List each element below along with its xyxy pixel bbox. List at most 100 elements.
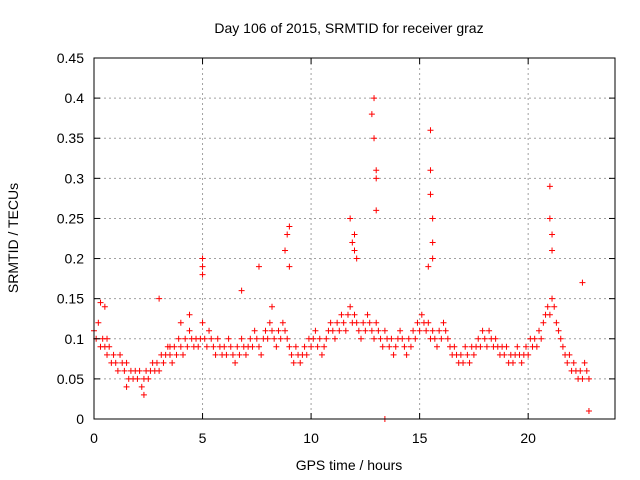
x-tick-label: 0 — [90, 430, 98, 446]
x-tick-label: 5 — [199, 430, 207, 446]
data-point — [546, 215, 553, 222]
data-point — [223, 351, 230, 358]
data-point — [379, 343, 386, 350]
data-point — [407, 343, 414, 350]
data-point — [464, 351, 471, 358]
data-point — [301, 343, 308, 350]
data-point — [581, 359, 588, 366]
data-point — [282, 327, 289, 334]
data-point — [553, 319, 560, 326]
data-point — [269, 303, 276, 310]
data-point — [371, 335, 378, 342]
data-point — [208, 335, 215, 342]
data-point — [247, 335, 254, 342]
data-point — [156, 295, 163, 302]
data-point — [249, 343, 256, 350]
data-point — [123, 359, 130, 366]
data-point — [186, 311, 193, 318]
data-point — [549, 231, 556, 238]
data-point — [277, 335, 284, 342]
x-tick-label: 10 — [303, 430, 319, 446]
data-point — [236, 351, 243, 358]
data-point — [522, 343, 529, 350]
data-point — [525, 351, 532, 358]
data-point — [199, 319, 206, 326]
data-point — [269, 327, 276, 334]
data-point — [201, 335, 208, 342]
data-point — [425, 319, 432, 326]
data-point — [557, 335, 564, 342]
data-point — [418, 311, 425, 318]
data-point — [255, 343, 262, 350]
data-point — [104, 351, 111, 358]
data-point — [460, 359, 467, 366]
data-point — [321, 343, 328, 350]
data-point — [225, 335, 232, 342]
data-point — [347, 215, 354, 222]
data-point — [251, 327, 258, 334]
data-point — [314, 343, 321, 350]
data-point — [334, 319, 341, 326]
data-point — [425, 263, 432, 270]
data-point — [351, 311, 358, 318]
data-point — [579, 279, 586, 286]
data-point — [375, 327, 382, 334]
data-point — [279, 319, 286, 326]
y-tick-label: 0 — [76, 411, 84, 427]
data-point — [290, 359, 297, 366]
data-point — [368, 327, 375, 334]
data-point — [405, 335, 412, 342]
data-point — [579, 375, 586, 382]
data-point — [403, 351, 410, 358]
data-point — [444, 335, 451, 342]
x-tick-label: 20 — [520, 430, 536, 446]
data-point — [549, 295, 556, 302]
y-tick-label: 0.15 — [57, 291, 84, 307]
chart-title: Day 106 of 2015, SRMTID for receiver gra… — [214, 20, 483, 36]
data-point — [514, 343, 521, 350]
data-point — [470, 351, 477, 358]
data-point — [110, 351, 117, 358]
data-point — [546, 311, 553, 318]
data-point — [427, 191, 434, 198]
data-point — [427, 127, 434, 134]
data-point — [106, 343, 113, 350]
data-point — [416, 327, 423, 334]
data-point — [466, 359, 473, 366]
data-point — [577, 367, 584, 374]
data-point — [253, 335, 260, 342]
data-point — [362, 327, 369, 334]
data-point — [531, 335, 538, 342]
data-point — [566, 351, 573, 358]
data-point — [377, 335, 384, 342]
data-point — [427, 167, 434, 174]
data-point — [136, 367, 143, 374]
data-point — [349, 239, 356, 246]
data-point — [286, 223, 293, 230]
data-point — [503, 343, 510, 350]
data-point — [585, 407, 592, 414]
data-point — [271, 335, 278, 342]
data-point — [414, 319, 421, 326]
data-point — [544, 303, 551, 310]
y-tick-label: 0.25 — [57, 210, 84, 226]
data-point — [364, 311, 371, 318]
data-point — [134, 375, 141, 382]
data-point — [169, 359, 176, 366]
data-point — [156, 367, 163, 374]
data-point — [392, 343, 399, 350]
data-point — [540, 319, 547, 326]
data-point — [331, 335, 338, 342]
data-point — [97, 299, 104, 306]
data-point — [381, 327, 388, 334]
data-point — [138, 383, 145, 390]
data-point — [462, 343, 469, 350]
data-point — [570, 359, 577, 366]
data-point — [292, 343, 299, 350]
data-point — [286, 343, 293, 350]
data-point — [492, 335, 499, 342]
data-point — [351, 231, 358, 238]
data-point — [551, 303, 558, 310]
data-point — [371, 135, 378, 142]
data-point — [316, 335, 323, 342]
